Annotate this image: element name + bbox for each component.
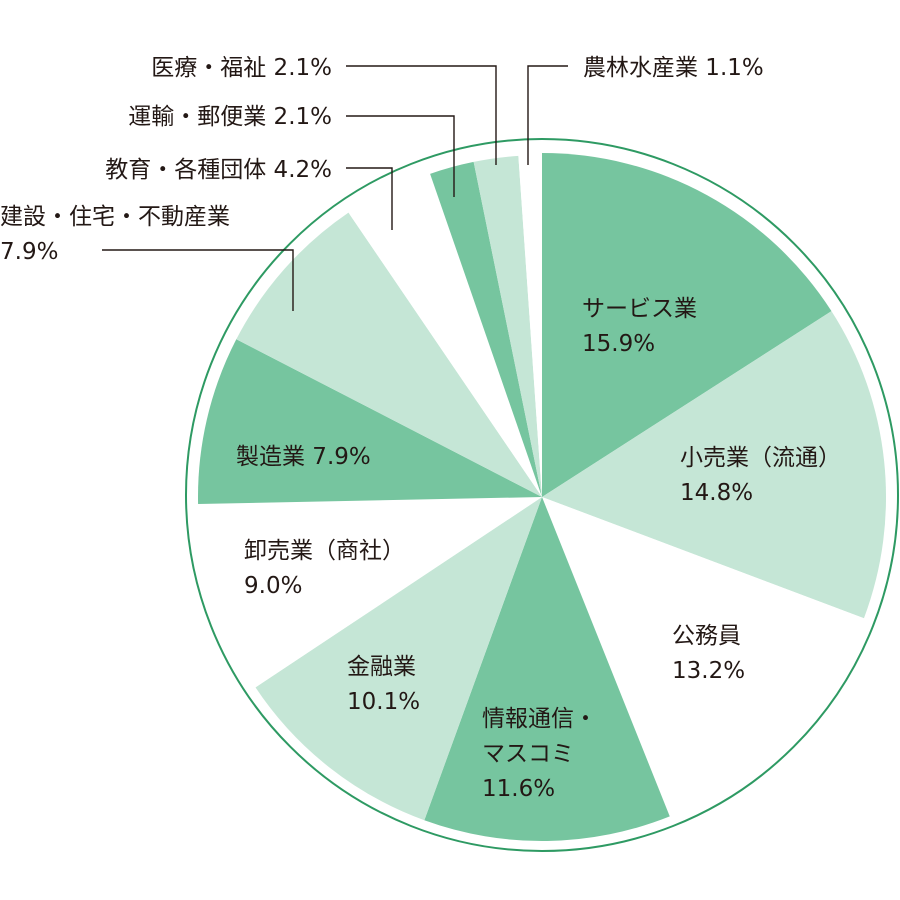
pie-slice-0 [542,153,832,497]
slice-label-10: 医療・福祉 2.1% [151,55,332,81]
pie-slice-6 [197,339,542,505]
slice-label-0: サービス業 15.9% [582,296,697,357]
slice-label-line: 小売業（流通） [680,445,841,471]
slice-label-7: 建設・住宅・不動産業 7.9% [0,204,230,265]
slice-label-line: 7.9% [0,239,58,265]
pie-slices [197,153,887,841]
slice-labels: サービス業 15.9% 小売業（流通） 14.8% 公務員 13.2% 情報通信・マスコミ 1… [0,55,841,802]
pie-outline [185,138,899,852]
slice-label-line: 15.9% [582,331,655,357]
slice-label-11: 農林水産業 1.1% [583,55,764,81]
slice-label-9: 運輸・郵便業 2.1% [128,104,332,130]
slice-label-line: 運輸・郵便業 2.1% [128,104,332,130]
pie-slice-4 [255,497,543,821]
slice-label-line: 金融業 [347,654,416,680]
pie-slice-9 [430,161,542,497]
slice-label-line: 農林水産業 1.1% [583,55,764,81]
slice-label-4: 金融業 10.1% [347,654,420,715]
leader-line-11 [527,65,568,165]
slice-label-line: サービス業 [582,296,697,322]
slice-label-line: 建設・住宅・不動産業 [0,204,230,230]
pie-slice-8 [349,173,542,497]
pie-slice-11 [518,155,542,497]
slice-label-line: 卸売業（商社） [244,538,405,564]
slice-label-line: 11.6% [482,776,555,802]
slice-label-1: 小売業（流通） 14.8% [680,445,841,506]
pie-slice-10 [473,155,542,497]
pie-slice-3 [424,497,670,841]
slice-label-line: 医療・福祉 2.1% [151,55,332,81]
leader-lines [102,65,568,311]
pie-slice-1 [542,311,887,619]
slice-label-5: 卸売業（商社） 9.0% [244,538,405,599]
slice-label-line: 情報通信・ [482,706,597,732]
slice-label-line: 14.8% [680,480,753,506]
leader-line-10 [346,65,497,165]
slice-label-line: 教育・各種団体 4.2% [105,157,332,183]
leader-line-8 [346,167,393,230]
slice-label-2: 公務員 13.2% [672,623,745,684]
slice-label-line: 10.1% [347,689,420,715]
pie-slice-5 [198,497,542,688]
slice-label-line: 9.0% [244,573,302,599]
pie-slice-2 [542,497,864,817]
pie-slice-7 [236,212,542,497]
leader-line-7 [102,249,294,311]
slice-label-line: マスコミ [482,741,574,767]
slice-label-line: 13.2% [672,658,745,684]
slice-label-8: 教育・各種団体 4.2% [105,157,332,183]
leader-line-9 [346,115,455,197]
slice-label-line: 公務員 [672,623,741,649]
slice-label-6: 製造業 7.9% [236,444,371,470]
slice-label-line: 製造業 7.9% [236,444,371,470]
slice-label-3: 情報通信・マスコミ 11.6% [482,706,597,802]
